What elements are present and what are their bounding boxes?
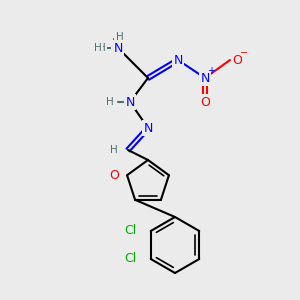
Text: N: N — [113, 41, 123, 55]
Text: N: N — [125, 95, 135, 109]
Text: N: N — [143, 122, 153, 134]
Text: −: − — [240, 48, 248, 58]
Text: H: H — [110, 145, 118, 155]
Text: Cl: Cl — [124, 253, 137, 266]
Text: +: + — [207, 66, 215, 76]
Text: H: H — [112, 38, 120, 48]
Text: H: H — [94, 43, 102, 53]
Text: H: H — [106, 97, 114, 107]
Text: O: O — [200, 95, 210, 109]
Text: O: O — [109, 169, 119, 182]
Text: H: H — [116, 32, 124, 42]
Text: N: N — [173, 53, 183, 67]
Text: N: N — [113, 41, 123, 55]
Text: H: H — [98, 43, 106, 53]
Text: N: N — [200, 71, 210, 85]
Text: O: O — [232, 53, 242, 67]
Text: Cl: Cl — [124, 224, 137, 238]
